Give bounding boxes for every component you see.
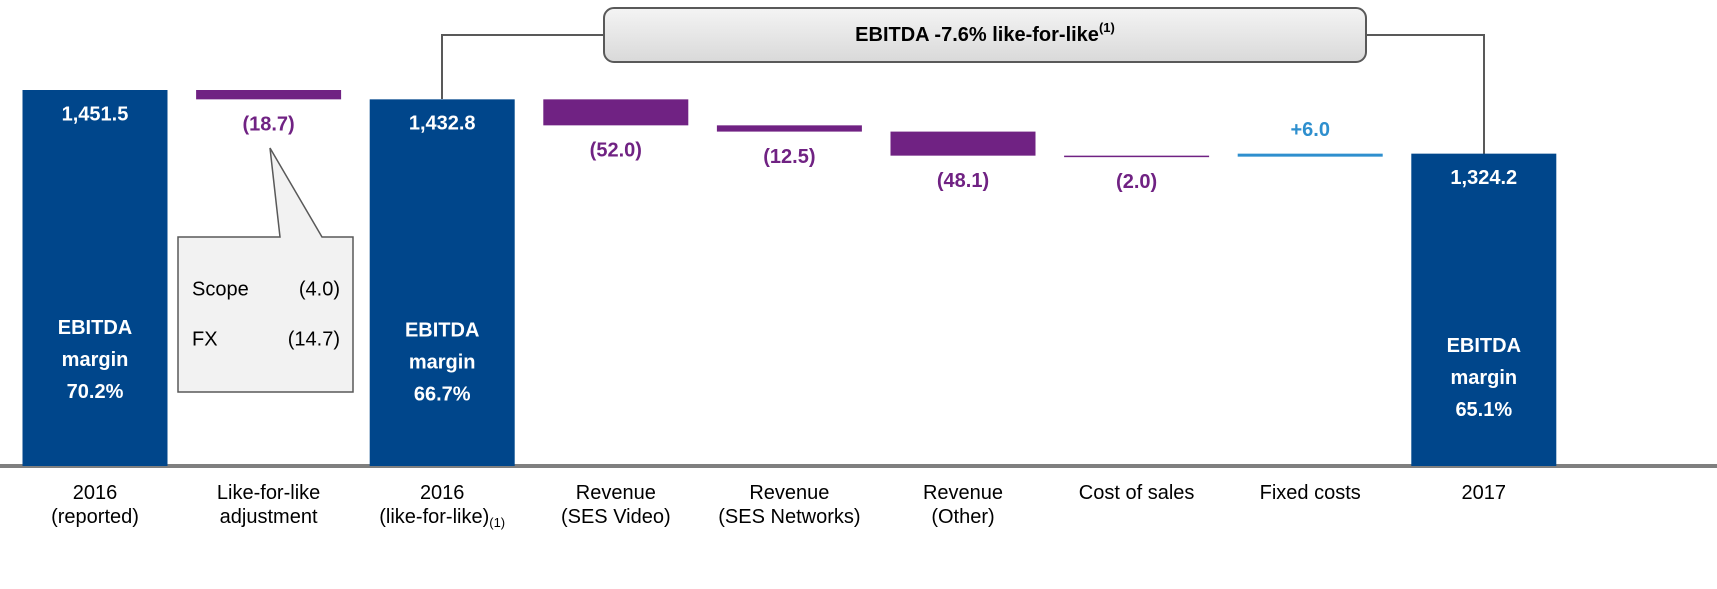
title-box [603,7,1367,63]
x-tick-label: 2016 [420,482,465,504]
margin-label: EBITDA [405,320,479,342]
decrease-bar [543,99,689,126]
callout-label: Scope [192,278,249,300]
category-line: (reported) [51,506,139,528]
total-bar [369,99,515,466]
x-tick-label: (Other) [931,506,994,528]
decrease-bar [1064,155,1210,158]
margin-label: margin [62,349,129,371]
chart-title: EBITDA -7.6% like-for-like [855,24,1099,46]
category-line: Revenue [749,482,829,504]
category-line: Revenue [576,482,656,504]
category-line: 2017 [1462,482,1507,504]
x-tick-label: 2016 [73,482,118,504]
category-line: Revenue [923,482,1003,504]
category-line: (Other) [931,506,994,528]
callout-value: (14.7) [288,328,340,350]
margin-label: 70.2% [67,381,124,403]
increase-bar [1237,153,1383,157]
total-bar [1411,153,1557,466]
category-line: 2016 [73,482,118,504]
x-tick-label: Cost of sales [1079,482,1195,504]
category-line: (like-for-like) [379,506,489,528]
value-label: (48.1) [937,170,989,192]
margin-label: 65.1% [1455,399,1512,421]
x-tick-label: 2017 [1462,482,1507,504]
category-line: 2016 [420,482,465,504]
x-tick-label: Revenue [576,482,656,504]
category-line: Cost of sales [1079,482,1195,504]
x-tick-label: (SES Networks) [718,506,860,528]
category-line: (SES Video) [561,506,671,528]
x-tick-label: (like-for-like)(1) [379,506,505,530]
category-note: (1) [489,515,505,530]
value-label: (12.5) [763,146,815,168]
decrease-bar [196,90,342,100]
x-tick-label: Revenue [749,482,829,504]
x-tick-label: adjustment [220,506,318,528]
value-label: 1,451.5 [62,103,129,125]
margin-label: margin [1450,367,1517,389]
category-line: Fixed costs [1260,482,1361,504]
chart-title-group: EBITDA -7.6% like-for-like(1) [855,20,1115,46]
callout-label: FX [192,328,218,350]
value-label: 1,432.8 [409,113,476,135]
x-tick-label: Like-for-like [217,482,320,504]
title-note: (1) [1099,20,1115,35]
callout-box [177,147,354,393]
value-label: (2.0) [1116,171,1157,193]
total-bar [22,90,168,466]
decrease-bar [890,131,1036,156]
x-tick-label: Revenue [923,482,1003,504]
bracket-line [441,34,1485,154]
value-label: +6.0 [1290,119,1329,141]
callout-value: (4.0) [299,278,340,300]
value-label: 1,324.2 [1450,167,1517,189]
value-label: (52.0) [590,140,642,162]
category-line: adjustment [220,506,318,528]
x-tick-label: (SES Video) [561,506,671,528]
decrease-bar [716,125,862,132]
margin-label: 66.7% [414,384,471,406]
x-tick-label: Fixed costs [1260,482,1361,504]
margin-label: EBITDA [58,317,132,339]
margin-label: EBITDA [1447,335,1521,357]
x-tick-label: (reported) [51,506,139,528]
margin-label: margin [409,352,476,374]
category-line: (SES Networks) [718,506,860,528]
value-label: (18.7) [242,114,294,136]
category-line: Like-for-like [217,482,320,504]
